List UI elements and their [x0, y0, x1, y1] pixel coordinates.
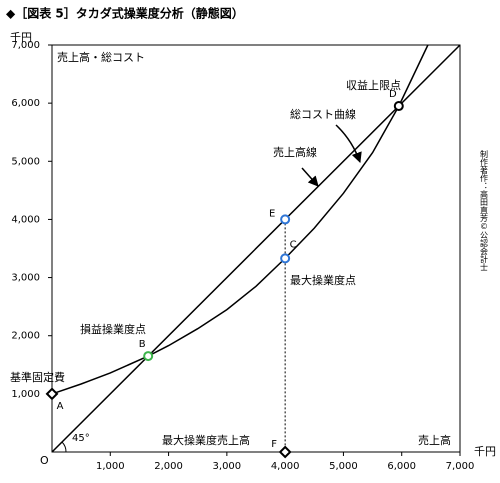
line-series [51, 44, 461, 453]
y-tick-label: 1,000 [11, 389, 40, 400]
point-label: D [389, 89, 397, 100]
x-unit: 千円 [474, 445, 496, 458]
annotation: 総コスト曲線 [290, 107, 356, 121]
y-unit: 千円 [10, 31, 32, 44]
annotation: 基準固定費 [10, 370, 65, 384]
annotation: 収益上限点 [346, 78, 401, 92]
point-marker [280, 253, 291, 264]
angle-arc [61, 441, 67, 453]
point-label: A [57, 401, 64, 412]
point-marker [393, 101, 404, 112]
point-marker [278, 445, 292, 459]
credit: 制作著作：高田直芳©公認会計士 [480, 149, 489, 271]
x-tick-label: 1,000 [96, 461, 125, 472]
line-series [51, 44, 429, 395]
plot-frame [51, 44, 461, 453]
y-tick-label: 3,000 [11, 273, 40, 284]
x-tick-label: 6,000 [387, 461, 416, 472]
x-axis-label: 売上高 [418, 433, 451, 447]
angle-label: 45° [72, 433, 90, 444]
point-label: E [269, 208, 275, 219]
annotation: 最大操業度売上高 [162, 433, 250, 447]
origin-label: O [40, 454, 49, 467]
y-tick-label: 2,000 [11, 331, 40, 342]
point-marker [143, 351, 154, 362]
y-axis-label: 売上高・総コスト [57, 50, 145, 64]
chart-title: ◆［図表 5］タカダ式操業度分析（静態図） [6, 6, 244, 21]
y-tick-label: 6,000 [11, 98, 40, 109]
x-tick-label: 7,000 [446, 461, 475, 472]
point-label: C [290, 239, 297, 250]
x-tick-label: 2,000 [154, 461, 183, 472]
x-tick-label: 3,000 [213, 461, 242, 472]
x-tick-label: 5,000 [329, 461, 358, 472]
y-tick-label: 7,000 [11, 40, 40, 51]
point-marker [280, 214, 291, 225]
point-label: B [139, 339, 146, 350]
point-marker [45, 387, 59, 401]
point-label: F [271, 439, 277, 450]
annotation: 売上高線 [273, 145, 317, 159]
annotation: 最大操業度点 [290, 273, 356, 287]
annotation: 損益操業度点 [80, 322, 146, 336]
arrow [335, 124, 362, 163]
arrow [301, 167, 319, 187]
x-tick-label: 4,000 [271, 461, 300, 472]
y-tick-label: 5,000 [11, 156, 40, 167]
y-tick-label: 4,000 [11, 214, 40, 225]
